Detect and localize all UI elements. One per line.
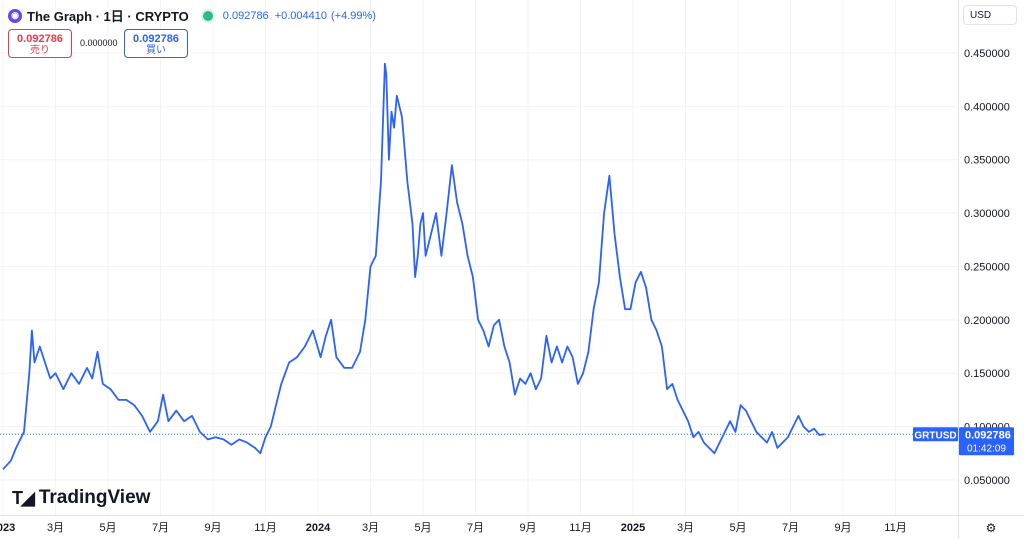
settings-gear-icon[interactable]: ⚙: [985, 521, 997, 535]
market-status-icon: [202, 10, 213, 21]
buy-label: 買い: [146, 45, 166, 56]
buy-value: 0.092786: [133, 33, 179, 45]
x-tick-label: 2023: [0, 522, 15, 534]
y-tick-label: 0.300000: [964, 208, 1010, 220]
x-tick-label: 11月: [884, 522, 906, 534]
spread-value: 0.000000: [80, 38, 118, 48]
currency-selector[interactable]: USD: [963, 5, 1017, 25]
y-tick-label: 0.450000: [964, 48, 1010, 60]
x-tick-label: 7月: [467, 522, 484, 534]
x-tick-label: 5月: [729, 522, 746, 534]
sell-button[interactable]: 0.092786 売り: [8, 29, 72, 58]
x-tick-label: 3月: [677, 522, 694, 534]
y-tick-label: 0.400000: [964, 101, 1010, 113]
x-tick-label: 3月: [47, 522, 64, 534]
symbol-label: GRTUSD: [914, 430, 956, 441]
price-change-percent: (+4.99%): [331, 9, 376, 22]
graph-icon: ◉: [8, 8, 22, 23]
tradingview-logo-text: TradingView: [38, 487, 151, 508]
x-tick-label: 5月: [99, 522, 116, 534]
x-tick-label: 3月: [362, 522, 379, 534]
x-tick-label: 2025: [621, 522, 645, 534]
x-tick-label: 2024: [306, 522, 331, 534]
tradingview-logo[interactable]: T◢ TradingView: [12, 487, 150, 509]
x-tick-label: 11月: [254, 522, 276, 534]
x-tick-label: 7月: [782, 522, 799, 534]
tradingview-logo-icon: T◢: [12, 487, 35, 508]
y-tick-label: 0.250000: [964, 261, 1010, 273]
y-tick-label: 0.150000: [964, 368, 1010, 380]
symbol-label-bg: [913, 427, 958, 442]
countdown-label: 01:42:09: [967, 443, 1006, 454]
x-tick-label: 11月: [569, 522, 591, 534]
sell-label: 売り: [30, 45, 50, 56]
y-tick-label: 0.050000: [964, 475, 1010, 487]
x-tick-label: 7月: [152, 522, 169, 534]
x-tick-label: 5月: [414, 522, 431, 534]
last-price: 0.092786: [222, 9, 269, 22]
symbol-title[interactable]: The Graph · 1日 · CRYPTO: [27, 9, 189, 24]
last-price-label-bg: [959, 427, 1014, 456]
x-tick-label: 9月: [204, 522, 221, 534]
sell-value: 0.092786: [17, 33, 63, 45]
y-tick-label: 0.350000: [964, 155, 1010, 167]
y-tick-label: 0.200000: [964, 315, 1010, 327]
x-tick-label: 9月: [834, 522, 851, 534]
last-price-label: 0.092786: [965, 429, 1011, 441]
buy-button[interactable]: 0.092786 買い: [124, 29, 188, 58]
x-tick-label: 9月: [519, 522, 536, 534]
price-change: +0.004410: [274, 9, 327, 22]
symbol-header[interactable]: ◉ The Graph · 1日 · CRYPTO 0.092786 +0.00…: [8, 6, 376, 25]
